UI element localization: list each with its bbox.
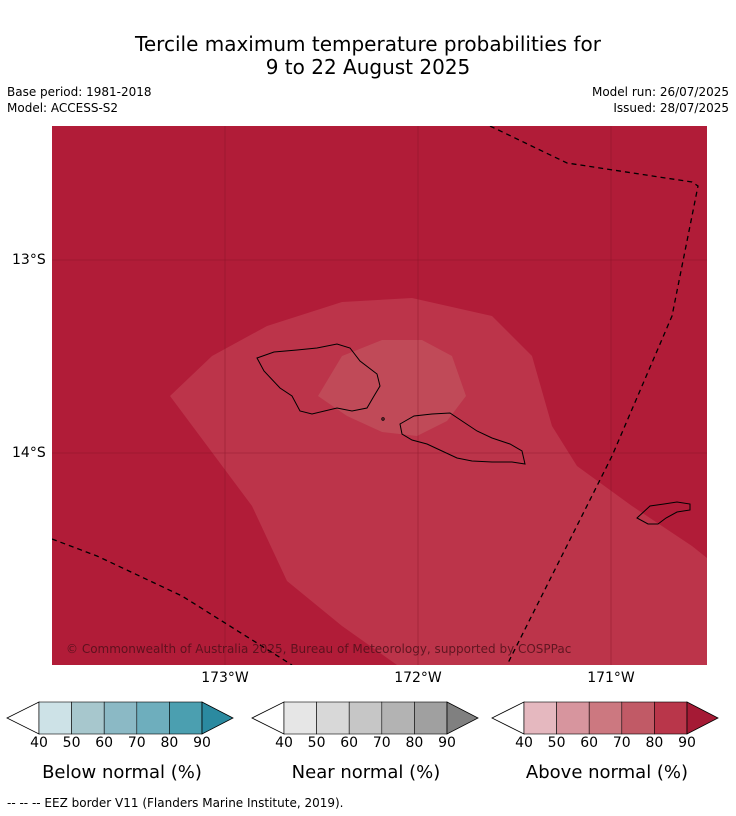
lon-label-172w: 172°W xyxy=(394,670,442,686)
colorbar-below-extend-high xyxy=(201,701,234,735)
colorbar-near xyxy=(251,701,479,735)
colorbar-below-tick: 80 xyxy=(160,735,179,751)
colorbar-above-bin-2 xyxy=(588,701,623,735)
island-small xyxy=(381,417,385,421)
map-title-line2: 9 to 22 August 2025 xyxy=(265,55,471,79)
model-run: Model run: 26/07/2025 xyxy=(591,85,729,99)
meta-left: Base period: 1981-2018 Model: ACCESS-S2 xyxy=(7,84,152,116)
map-region-above-70 xyxy=(318,340,466,436)
map-panel: © Commonwealth of Australia 2025, Bureau… xyxy=(52,126,707,665)
colorbar-above xyxy=(491,701,719,735)
lon-label-173w: 173°W xyxy=(201,670,249,686)
colorbar-below-tick: 50 xyxy=(62,735,81,751)
colorbar-above-tick: 80 xyxy=(645,735,664,751)
meta-right: Model run: 26/07/2025 Issued: 28/07/2025 xyxy=(592,84,729,116)
colorbar-title-above: Above normal (%) xyxy=(525,762,689,783)
colorbar-near-bin-4 xyxy=(414,701,448,735)
colorbar-near-tick: 50 xyxy=(307,735,326,751)
colorbar-above-tick: 60 xyxy=(580,735,599,751)
colorbar-below-extend-low xyxy=(6,701,40,735)
colorbar-near-extend-high xyxy=(446,701,479,735)
lat-label-13s: 13°S xyxy=(12,252,46,268)
colorbar-near-tick: 60 xyxy=(340,735,359,751)
lat-label-14s: 14°S xyxy=(12,445,46,461)
lon-label-171w: 171°W xyxy=(587,670,635,686)
colorbar-below-tick: 70 xyxy=(127,735,146,751)
colorbar-below-bin-3 xyxy=(136,701,170,735)
model-name: Model: ACCESS-S2 xyxy=(7,101,119,115)
copyright-text: © Commonwealth of Australia 2025, Bureau… xyxy=(66,642,571,656)
colorbar-below xyxy=(6,701,234,735)
colorbar-above-bin-4 xyxy=(654,701,688,735)
eez-border xyxy=(52,126,699,665)
island-savaii xyxy=(256,343,381,415)
colorbar-above-extend-high xyxy=(686,701,719,735)
colorbar-above-bin-3 xyxy=(621,701,655,735)
issued-date: Issued: 28/07/2025 xyxy=(613,101,729,115)
colorbar-near-bin-1 xyxy=(316,701,350,735)
map-region-above-80 xyxy=(170,298,707,665)
eez-legend-note: -- -- -- EEZ border V11 (Flanders Marine… xyxy=(7,796,344,810)
base-period: Base period: 1981-2018 xyxy=(7,85,152,99)
colorbar-near-tick: 90 xyxy=(438,735,456,751)
island-upolu xyxy=(399,412,526,465)
colorbar-title-below: Below normal (%) xyxy=(42,762,202,783)
colorbar-below-bin-2 xyxy=(103,701,138,735)
colorbar-below-bin-4 xyxy=(169,701,203,735)
colorbar-above-tick: 50 xyxy=(547,735,566,751)
colorbar-above-extend-low xyxy=(491,701,525,735)
colorbar-above-tick: 40 xyxy=(515,735,533,751)
colorbar-near-tick: 80 xyxy=(405,735,424,751)
colorbar-below-tick: 90 xyxy=(193,735,211,751)
colorbar-below-bin-1 xyxy=(71,701,105,735)
colorbar-near-extend-low xyxy=(251,701,285,735)
colorbar-near-bin-2 xyxy=(348,701,383,735)
colorbar-above-bin-0 xyxy=(523,701,557,735)
islands xyxy=(256,343,691,525)
colorbar-near-bin-0 xyxy=(283,701,317,735)
colorbar-near-tick: 40 xyxy=(275,735,293,751)
colorbar-below-bin-0 xyxy=(38,701,72,735)
map-title-line1: Tercile maximum temperature probabilitie… xyxy=(135,32,601,56)
colorbar-below-tick: 40 xyxy=(30,735,48,751)
graticule xyxy=(52,126,707,665)
colorbar-above-tick: 90 xyxy=(678,735,696,751)
island-tutuila xyxy=(636,501,691,525)
colorbar-near-tick: 70 xyxy=(372,735,391,751)
colorbar-above-tick: 70 xyxy=(612,735,631,751)
colorbar-title-near: Near normal (%) xyxy=(291,762,441,783)
colorbar-above-bin-1 xyxy=(556,701,590,735)
colorbar-below-tick: 60 xyxy=(95,735,114,751)
colorbar-near-bin-3 xyxy=(381,701,415,735)
